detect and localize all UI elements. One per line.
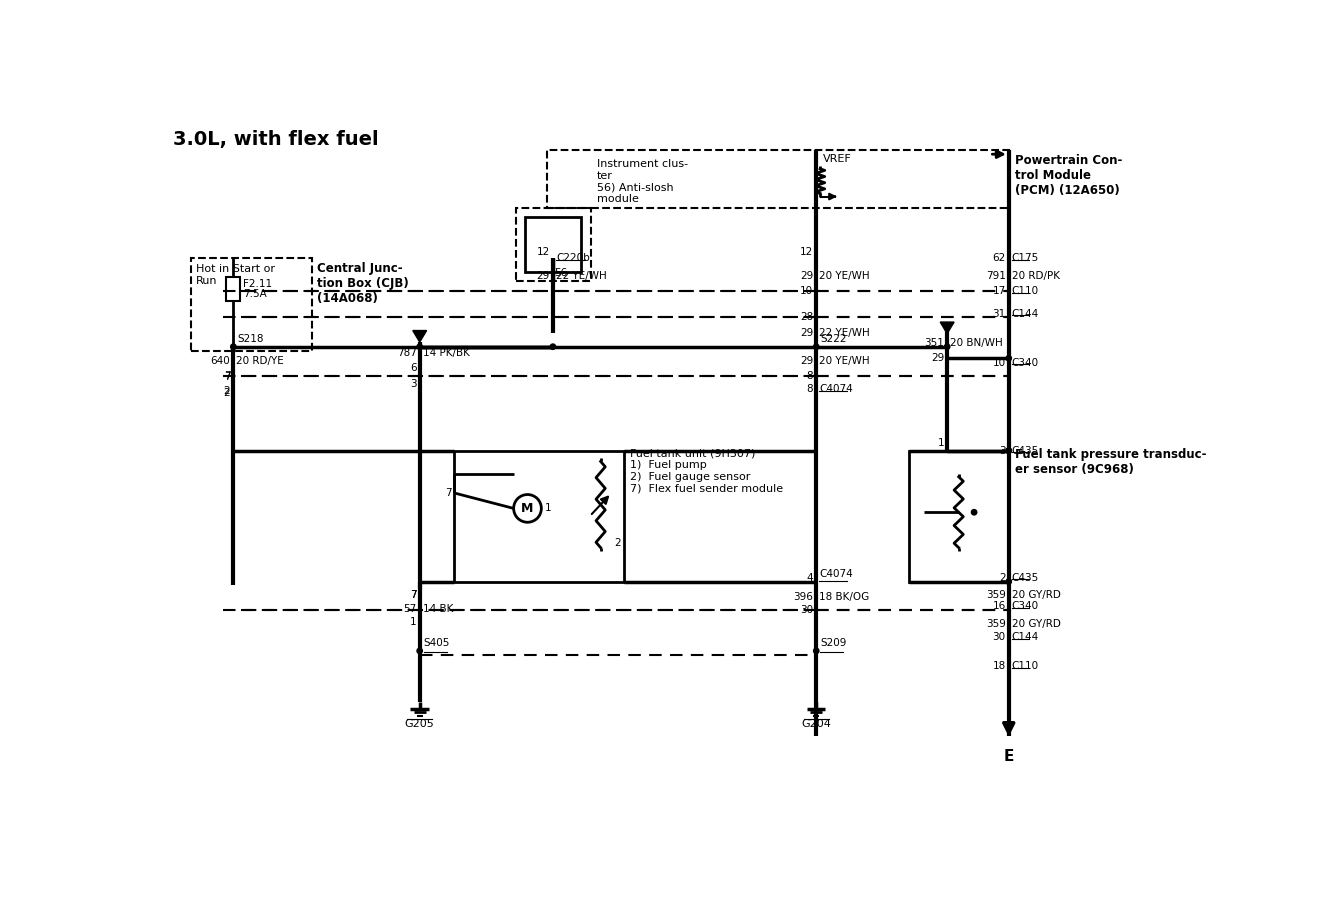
Text: 22 YE/WH: 22 YE/WH [819,328,870,338]
Text: 29: 29 [537,271,550,281]
Bar [455,451,623,581]
Text: 29: 29 [800,328,813,338]
Text: 787: 787 [397,348,416,358]
Text: S209: S209 [820,638,847,648]
Text: E: E [1003,749,1014,763]
Text: 12: 12 [800,247,813,257]
Text: 2: 2 [223,388,230,398]
Text: 3: 3 [999,446,1006,455]
Text: 396: 396 [793,592,813,602]
Text: S222: S222 [820,334,847,344]
Text: 7: 7 [223,373,230,382]
Text: Fuel tank unit (9H307)
1)  Fuel pump
2)  Fuel gauge sensor
7)  Flex fuel sender : Fuel tank unit (9H307) 1) Fuel pump 2) F… [630,448,783,493]
Circle shape [417,344,423,349]
Text: C110: C110 [1011,662,1039,671]
Circle shape [1006,448,1011,454]
Text: 7: 7 [409,590,416,600]
Text: 29: 29 [800,356,813,365]
Text: Central Junc-
tion Box (CJB)
(14A068): Central Junc- tion Box (CJB) (14A068) [316,262,408,305]
Text: S405: S405 [424,638,451,648]
Text: 18: 18 [993,662,1006,671]
Circle shape [813,648,819,653]
Circle shape [1006,448,1011,454]
Text: 30: 30 [800,605,813,615]
Text: Fuel tank pressure transduc-
er sensor (9C968): Fuel tank pressure transduc- er sensor (… [1015,448,1207,476]
Text: 28: 28 [800,312,813,322]
Text: 62: 62 [993,253,1006,263]
Text: F2.11: F2.11 [243,279,272,289]
Text: 31: 31 [993,309,1006,319]
Text: 4: 4 [807,572,813,582]
Text: 14 PK/BK: 14 PK/BK [423,348,469,358]
Circle shape [1006,579,1011,584]
Text: 22 YE/WH: 22 YE/WH [556,271,607,281]
Circle shape [1006,356,1011,361]
Text: 791: 791 [986,271,1006,281]
Text: 20 BN/WH: 20 BN/WH [950,338,1003,348]
Text: 1: 1 [937,438,944,448]
Text: C175: C175 [1011,253,1039,263]
Text: C4074: C4074 [819,384,853,394]
Text: C340: C340 [1011,358,1039,368]
Text: C4074: C4074 [819,569,853,580]
Text: 7: 7 [445,488,452,498]
Text: 1: 1 [545,503,552,513]
Text: 14 BK: 14 BK [423,604,453,614]
Text: 30: 30 [993,632,1006,642]
Text: 2: 2 [223,386,230,396]
Text: VREF: VREF [823,154,852,164]
Text: C435: C435 [1011,572,1039,582]
Text: 8: 8 [807,371,813,381]
Polygon shape [940,322,954,334]
Text: S218: S218 [237,334,263,344]
Circle shape [945,344,950,349]
Text: N: N [944,321,952,332]
Text: C144: C144 [1011,632,1039,642]
Text: 16: 16 [993,601,1006,611]
Text: 18 BK/OG: 18 BK/OG [819,592,869,602]
Circle shape [813,344,819,349]
Text: Powertrain Con-
trol Module
(PCM) (12A650): Powertrain Con- trol Module (PCM) (12A65… [1015,154,1122,197]
Text: 20 GY/RD: 20 GY/RD [1011,619,1061,629]
Text: 359: 359 [986,619,1006,629]
Text: 10: 10 [993,358,1006,368]
Text: 2: 2 [999,572,1006,582]
Circle shape [971,509,977,515]
Text: 17: 17 [993,286,1006,296]
Text: 20 YE/WH: 20 YE/WH [819,271,870,281]
Text: 3: 3 [409,379,416,389]
Text: 20 YE/WH: 20 YE/WH [819,356,870,365]
Text: 10: 10 [800,286,813,296]
Text: G204: G204 [801,719,831,729]
Text: M: M [415,330,424,340]
Text: 57: 57 [404,604,416,614]
Text: 359: 359 [986,590,1006,600]
Text: 29: 29 [800,271,813,281]
Text: 7: 7 [223,371,230,381]
Bar [525,217,581,272]
Text: G205: G205 [405,719,435,729]
Polygon shape [413,330,427,342]
Text: C220b: C220b [556,253,590,263]
Text: C110: C110 [1011,286,1039,296]
Text: 20 GY/RD: 20 GY/RD [1011,590,1061,600]
Text: C435: C435 [1011,446,1039,455]
Text: 640: 640 [210,356,230,365]
Bar [909,451,1009,581]
Text: Hot in Start or
Run: Hot in Start or Run [195,265,275,286]
Circle shape [550,344,556,349]
Text: 20 RD/PK: 20 RD/PK [1011,271,1059,281]
Text: 56: 56 [554,268,567,278]
Text: 12: 12 [537,247,550,257]
Text: 29: 29 [930,353,944,364]
Circle shape [231,344,237,349]
Text: Instrument clus-
ter
56) Anti-slosh
module: Instrument clus- ter 56) Anti-slosh modu… [597,159,688,204]
Text: 7: 7 [409,590,416,600]
Text: 20 RD/YE: 20 RD/YE [237,356,284,365]
Text: C144: C144 [1011,309,1039,319]
Text: 8: 8 [807,384,813,394]
Text: 3.0L, with flex fuel: 3.0L, with flex fuel [173,130,379,148]
Text: 351: 351 [924,338,944,348]
Bar [226,277,241,301]
Text: M: M [521,502,534,515]
